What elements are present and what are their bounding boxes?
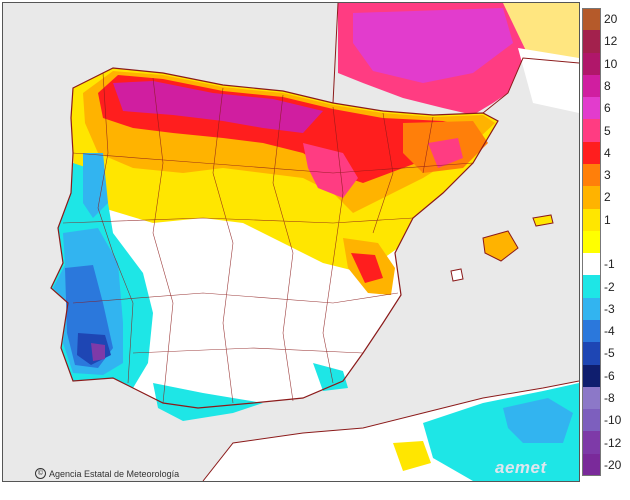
legend-label: 5 (604, 123, 611, 138)
legend-label: -12 (604, 435, 622, 450)
valencia-red (351, 253, 383, 283)
legend-label: -3 (604, 301, 615, 316)
france-white-east (518, 48, 579, 113)
almeria-cyan (313, 363, 348, 391)
legend-label: 12 (604, 34, 618, 49)
legend-label: 20 (604, 12, 618, 27)
credit-text: Agencia Estatal de Meteorología (49, 468, 180, 479)
legend-label: 1 (604, 212, 611, 227)
north-africa-blue (503, 398, 573, 443)
catalonia-hot-spot (428, 138, 463, 168)
north-africa-warm (393, 441, 431, 471)
temperature-anomaly-map: © Agencia Estatal de Meteorología aemet (2, 2, 580, 482)
north-magenta-core (113, 81, 323, 133)
africa-coastline (202, 380, 579, 481)
france-warm-east (503, 3, 579, 61)
legend-label: 10 (604, 56, 618, 71)
iberia-coastline (50, 67, 499, 409)
legend-label: -20 (604, 457, 622, 472)
france-border (332, 3, 579, 114)
legend-label: 8 (604, 79, 611, 93)
aemet-credit: © Agencia Estatal de Meteorología (35, 468, 179, 479)
legend-label: 2 (604, 190, 611, 205)
copyright-icon: © (35, 468, 46, 479)
legend-label: -8 (604, 391, 615, 405)
province-borders (62, 72, 474, 404)
legend-label: -5 (604, 346, 615, 361)
aemet-watermark: aemet (495, 458, 547, 477)
legend-label: -6 (604, 368, 615, 383)
ebro-red-patch (303, 143, 358, 198)
legend-label: -2 (604, 279, 615, 294)
legend-label: -10 (604, 413, 622, 428)
legend-label: 6 (604, 101, 611, 116)
balearic-menorca (532, 214, 554, 227)
portugal-north-cyan (83, 153, 108, 218)
legend-label: -4 (604, 324, 615, 339)
color-legend: 20 12 10 8 6 5 4 3 2 1 -1 -2 -3 -4 -5 -6 -8 -10 -12 -20 (582, 8, 630, 478)
legend-border (582, 8, 601, 476)
legend-label: 4 (604, 145, 611, 160)
map-canvas (3, 3, 579, 481)
balearic-mallorca (482, 230, 519, 262)
legend-label: 3 (604, 168, 611, 183)
balearic-ibiza (450, 268, 464, 282)
southwest-purple-core (91, 343, 105, 361)
south-coast-cyan (153, 383, 263, 421)
legend-label: -1 (604, 257, 615, 272)
france-hot-core (353, 8, 513, 83)
